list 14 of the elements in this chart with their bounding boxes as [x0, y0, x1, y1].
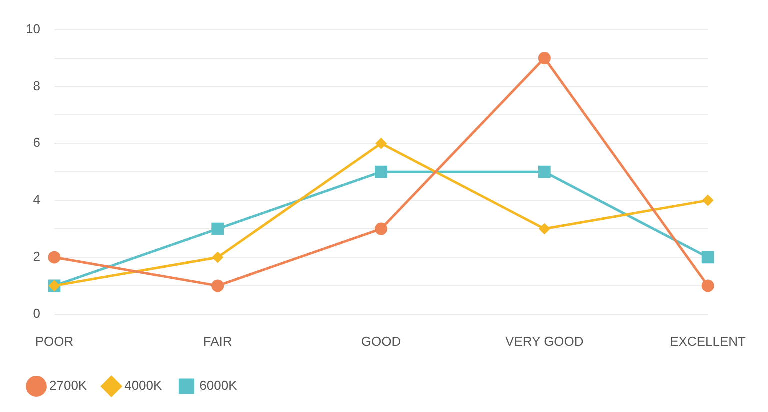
x-tick-label: POOR: [35, 334, 74, 349]
y-tick-label: 2: [33, 249, 40, 264]
y-tick-label: 10: [26, 21, 40, 36]
x-tick-label: FAIR: [203, 334, 232, 349]
legend-label: 4000K: [124, 378, 163, 394]
y-tick-label: 0: [33, 306, 40, 321]
x-tick-label: GOOD: [361, 334, 402, 349]
x-tick-label: VERY GOOD: [506, 334, 584, 349]
x-tick-label: EXCELLENT: [670, 334, 746, 349]
y-tick-label: 6: [33, 135, 40, 150]
y-tick-label: 8: [33, 78, 40, 94]
y-tick-label: 4: [33, 192, 40, 208]
legend-label: 2700K: [50, 378, 88, 394]
legend-label: 6000K: [200, 378, 238, 394]
